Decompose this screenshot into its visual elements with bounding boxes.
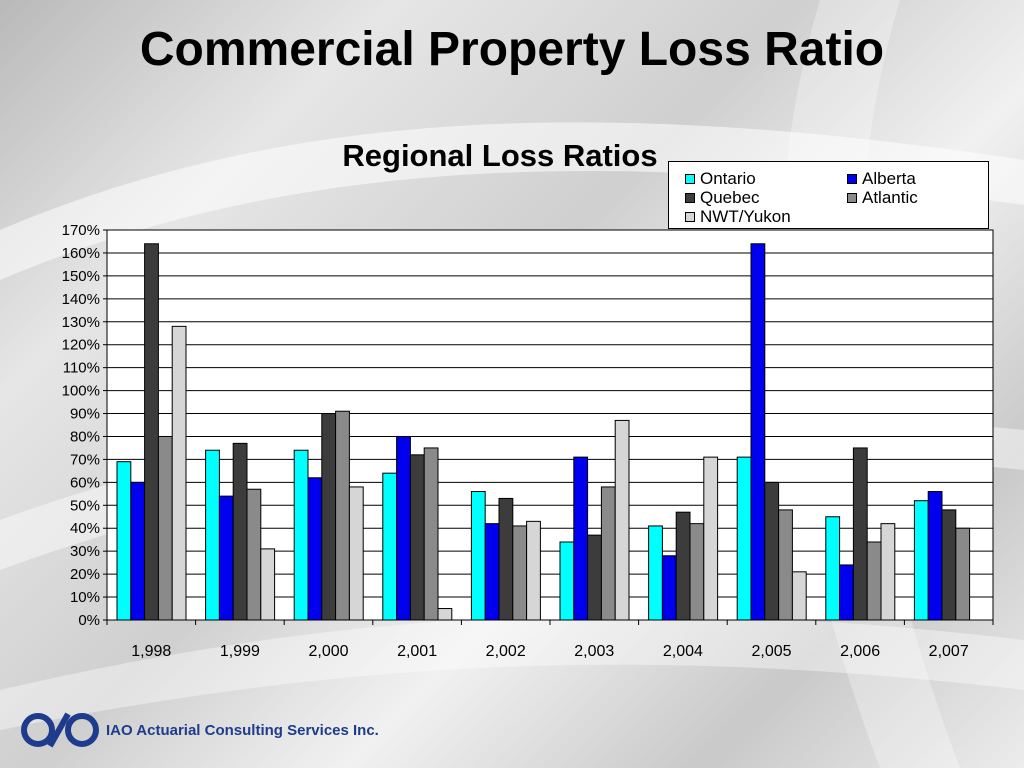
bar-quebec-0	[144, 243, 159, 621]
x-tick-label: 1,998	[131, 643, 171, 660]
legend-label-ontario: Ontario	[700, 169, 756, 188]
y-tick-label: 150%	[62, 268, 100, 285]
bar-ontario-9	[913, 500, 929, 621]
legend-label-quebec: Quebec	[700, 188, 760, 207]
legend-swatch-quebec	[685, 192, 695, 203]
legend-item-quebec: Quebec	[685, 188, 760, 207]
company-name: IAO Actuarial Consulting Services Inc.	[106, 721, 379, 739]
bar-alberta-4	[484, 523, 500, 621]
y-tick-label: 60%	[70, 474, 100, 491]
bar-alberta-3	[396, 435, 411, 621]
bar-alberta-0	[130, 481, 146, 621]
bar-ontario-8	[825, 516, 841, 621]
legend-item-atlantic: Atlantic	[847, 188, 918, 207]
bar-nwt-yukon-4	[526, 520, 541, 621]
y-tick-label: 80%	[70, 428, 100, 445]
bar-alberta-1	[218, 495, 234, 621]
legend-swatch-atlantic	[847, 192, 857, 203]
chart-title: Regional Loss Ratios	[342, 138, 658, 173]
bar-ontario-2	[293, 449, 309, 621]
bar-quebec-5	[587, 534, 602, 621]
legend-item-alberta: Alberta	[847, 169, 916, 188]
x-tick-label: 2,002	[486, 643, 526, 660]
y-tick-label: 100%	[62, 383, 100, 400]
bar-atlantic-0	[157, 435, 173, 621]
bar-quebec-2	[321, 413, 337, 621]
legend-label-atlantic: Atlantic	[862, 188, 918, 207]
bar-atlantic-7	[778, 509, 793, 621]
bar-atlantic-5	[600, 486, 616, 621]
y-tick-label: 70%	[70, 451, 100, 468]
bar-nwt-yukon-6	[703, 456, 719, 621]
bar-nwt-yukon-5	[614, 419, 630, 621]
y-tick-label: 30%	[70, 543, 100, 560]
bar-quebec-3	[409, 454, 425, 621]
bar-nwt-yukon-7	[791, 571, 807, 621]
bar-nwt-yukon-0	[171, 325, 187, 621]
slide-title: Commercial Property Loss Ratio	[139, 23, 885, 76]
x-tick-label: 2,006	[840, 643, 880, 660]
bar-alberta-7	[750, 243, 766, 621]
y-tick-label: 90%	[70, 406, 100, 423]
legend-swatch-nwt-yukon	[685, 211, 695, 222]
bar-quebec-8	[852, 447, 868, 621]
bar-alberta-5	[573, 456, 589, 621]
bar-ontario-7	[736, 456, 752, 621]
y-tick-label: 40%	[70, 520, 100, 537]
bar-atlantic-2	[335, 410, 350, 621]
legend-swatch-alberta	[847, 173, 857, 184]
y-tick-label: 110%	[63, 360, 100, 377]
bar-atlantic-9	[955, 527, 971, 621]
bar-nwt-yukon-2	[348, 486, 364, 621]
y-tick-label: 140%	[62, 291, 100, 308]
bar-alberta-8	[839, 564, 854, 621]
x-tick-label: 2,004	[663, 643, 703, 660]
legend-label-nwt-yukon: NWT/Yukon	[700, 207, 791, 226]
y-tick-label: 170%	[62, 222, 100, 239]
x-tick-label: 1,999	[220, 643, 260, 660]
bar-atlantic-3	[423, 447, 439, 621]
bar-alberta-2	[307, 477, 323, 621]
company-logo	[21, 712, 99, 748]
bar-quebec-4	[498, 497, 514, 621]
legend-label-alberta: Alberta	[862, 169, 916, 188]
x-tick-label: 2,001	[397, 643, 437, 660]
x-tick-label: 2,005	[751, 643, 791, 660]
bar-ontario-6	[648, 525, 663, 621]
bar-atlantic-6	[689, 523, 705, 621]
bar-atlantic-4	[512, 525, 528, 621]
y-tick-label: 120%	[62, 337, 100, 354]
bar-ontario-1	[205, 449, 220, 621]
x-tick-label: 2,003	[574, 643, 614, 660]
bar-alberta-6	[661, 555, 677, 621]
legend-item-nwt-yukon: NWT/Yukon	[685, 207, 791, 226]
bar-quebec-7	[764, 481, 780, 621]
y-tick-label: 130%	[62, 314, 100, 331]
legend-item-ontario: Ontario	[685, 169, 756, 188]
legend-swatch-ontario	[685, 173, 695, 184]
bar-ontario-0	[116, 461, 132, 621]
legend: Ontario Alberta Quebec Atlantic NWT/Yuko…	[668, 161, 989, 229]
footer: IAO Actuarial Consulting Services Inc.	[20, 712, 379, 748]
bar-quebec-1	[232, 442, 248, 621]
x-tick-label: 2,007	[929, 643, 969, 660]
y-tick-label: 0%	[78, 612, 100, 629]
bar-atlantic-1	[246, 488, 262, 621]
bar-atlantic-8	[866, 541, 882, 621]
bar-nwt-yukon-3	[437, 608, 453, 621]
bar-quebec-6	[675, 511, 691, 621]
y-tick-label: 20%	[70, 566, 100, 583]
bar-nwt-yukon-8	[880, 523, 896, 621]
bar-alberta-9	[927, 491, 943, 621]
bar-quebec-9	[941, 509, 957, 621]
x-tick-label: 2,000	[308, 643, 348, 660]
y-tick-label: 10%	[70, 589, 100, 606]
bar-ontario-4	[470, 491, 486, 621]
y-tick-label: 160%	[62, 245, 100, 262]
bar-ontario-5	[559, 541, 575, 621]
bar-ontario-3	[382, 472, 398, 621]
bar-nwt-yukon-1	[260, 548, 276, 621]
y-tick-label: 50%	[70, 497, 100, 514]
